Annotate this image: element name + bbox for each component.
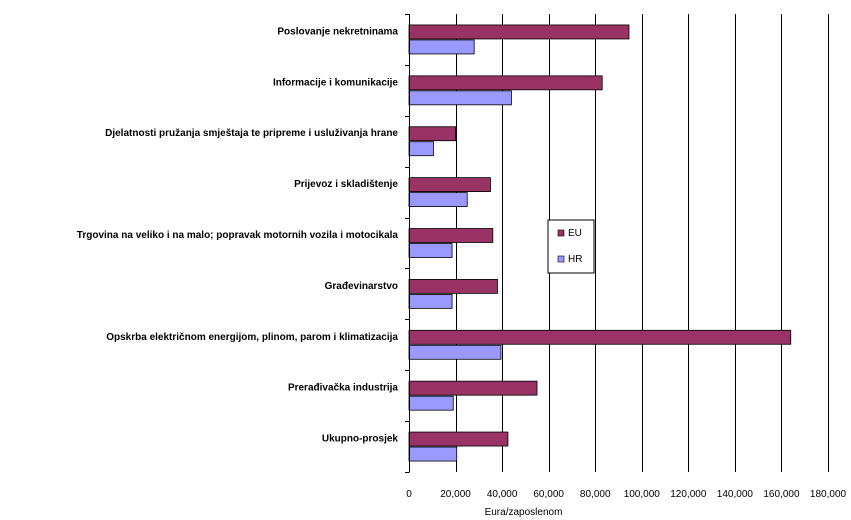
category-label: Trgovina na veliko i na malo; popravak m… xyxy=(77,230,399,241)
category-label: Informacije i komunikacije xyxy=(273,77,398,88)
x-tick-label: 60,000 xyxy=(533,489,564,500)
bar-hr xyxy=(408,293,453,309)
bar-eu xyxy=(408,278,498,294)
x-tick-label: 120,000 xyxy=(670,489,707,500)
bar-hr xyxy=(408,344,502,360)
bar-eu xyxy=(408,431,509,447)
bars xyxy=(408,24,792,462)
x-tick-label: 80,000 xyxy=(580,489,611,500)
x-tick-label: 100,000 xyxy=(624,489,661,500)
bar-hr xyxy=(408,192,468,208)
bar-hr xyxy=(408,395,454,411)
x-tick-label: 180,000 xyxy=(810,489,847,500)
gridlines xyxy=(456,14,829,472)
bar-hr xyxy=(408,141,434,157)
bar-hr xyxy=(408,446,458,462)
bar-eu xyxy=(408,126,456,142)
bar-eu xyxy=(408,75,603,91)
legend-swatch xyxy=(557,229,565,237)
legend-label: HR xyxy=(568,254,582,265)
legend-swatch xyxy=(557,255,565,263)
x-tick-label: 160,000 xyxy=(763,489,800,500)
category-label: Ukupno-prosjek xyxy=(322,434,399,445)
category-labels: Poslovanje nekretninama Informacije i kom… xyxy=(77,26,399,444)
legend-label: EU xyxy=(568,228,582,239)
category-label: Opskrba električnom energijom, plinom, p… xyxy=(106,332,398,343)
category-label: Djelatnosti pružanja smještaja te pripre… xyxy=(105,128,398,139)
bar-eu xyxy=(408,380,538,396)
bar-eu xyxy=(408,329,792,345)
bar-eu xyxy=(408,228,494,243)
legend-box xyxy=(547,219,595,274)
category-label: Poslovanje nekretninama xyxy=(277,26,398,37)
bar-hr xyxy=(408,243,453,258)
bar-eu xyxy=(408,24,630,40)
x-tick-label: 140,000 xyxy=(717,489,754,500)
x-tick-label: 0 xyxy=(406,489,412,500)
bar-hr xyxy=(408,90,512,106)
x-tick-label: 20,000 xyxy=(440,489,471,500)
bar-eu xyxy=(408,177,491,193)
category-label: Prijevoz i skladištenje xyxy=(294,179,398,190)
x-tick-labels: 0 20,000 40,000 60,000 80,000 100,000 120,000 1… xyxy=(406,489,846,500)
category-label: Građevinarstvo xyxy=(325,281,398,292)
legend: EU HR xyxy=(547,219,595,274)
category-label: Prerađivačka industrija xyxy=(288,383,398,394)
x-tick-label: 40,000 xyxy=(487,489,518,500)
x-axis-title: Eura/zaposlenom xyxy=(485,507,563,518)
bar-hr xyxy=(408,39,475,55)
